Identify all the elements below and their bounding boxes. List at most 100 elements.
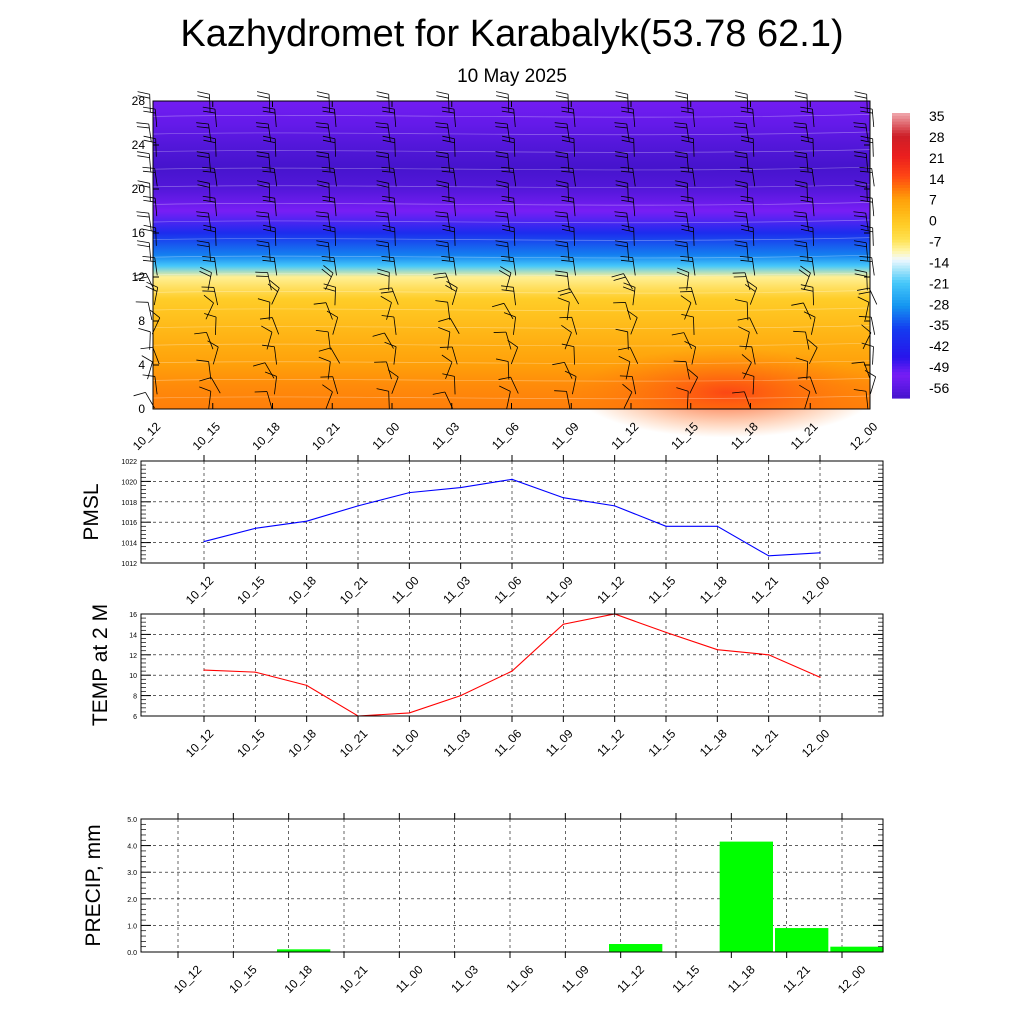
x-tick-label: 10_21 bbox=[337, 962, 371, 996]
wind-barb bbox=[675, 180, 689, 202]
colorbar-swatch bbox=[892, 366, 910, 370]
wind-barb bbox=[615, 328, 629, 350]
colorbar-swatch bbox=[892, 377, 910, 382]
wind-barb bbox=[501, 106, 516, 128]
wind-barb bbox=[675, 91, 689, 113]
contour-line bbox=[152, 360, 871, 364]
wind-barb bbox=[854, 180, 868, 202]
wind-barb bbox=[803, 311, 816, 335]
x-tick-label: 10_21 bbox=[309, 419, 343, 453]
wind-barb bbox=[618, 355, 631, 380]
colorbar-swatch bbox=[892, 179, 910, 183]
wind-barb bbox=[496, 358, 510, 380]
wind-barb bbox=[498, 266, 512, 291]
colorbar-swatch bbox=[892, 130, 910, 134]
x-tick-label: 11_12 bbox=[614, 962, 647, 995]
data-point bbox=[768, 654, 770, 656]
wind-barb bbox=[375, 240, 391, 261]
x-tick-label: 11_06 bbox=[503, 962, 536, 995]
wind-barb bbox=[494, 211, 511, 231]
contour-line bbox=[152, 254, 871, 259]
data-point bbox=[203, 540, 205, 543]
y-tick-label: 1014 bbox=[121, 541, 137, 548]
x-tick-label: 11_18 bbox=[697, 726, 730, 759]
wind-barb bbox=[797, 376, 817, 394]
x-tick-label: 10_21 bbox=[337, 726, 371, 760]
y-tick-label: 1.0 bbox=[127, 923, 137, 930]
x-tick-label: 11_06 bbox=[491, 726, 524, 759]
wind-barb bbox=[614, 240, 630, 261]
data-point bbox=[511, 478, 513, 480]
wind-barb bbox=[615, 91, 629, 113]
colorbar-swatch bbox=[892, 294, 910, 298]
wind-barb bbox=[793, 330, 810, 350]
wind-barb bbox=[316, 180, 330, 202]
wind-barb bbox=[316, 240, 331, 261]
colorbar-swatch bbox=[892, 380, 910, 385]
y-axis-title: PRECIP, mm bbox=[82, 824, 105, 946]
wind-barb bbox=[499, 385, 511, 410]
data-point bbox=[665, 525, 667, 527]
x-tick-label: 11_15 bbox=[669, 962, 702, 995]
wind-barb bbox=[320, 376, 339, 395]
wind-barb bbox=[680, 255, 696, 276]
colorbar-swatch bbox=[892, 248, 910, 252]
wind-barb bbox=[560, 166, 576, 187]
colorbar-swatch bbox=[892, 210, 910, 215]
wind-barb bbox=[252, 362, 275, 379]
wind-barb bbox=[256, 151, 271, 172]
data-point bbox=[819, 676, 821, 678]
wind-barb bbox=[322, 106, 337, 128]
wind-barb bbox=[261, 325, 273, 350]
colorbar-swatch bbox=[892, 320, 910, 324]
wind-barb bbox=[315, 329, 331, 350]
data-point bbox=[306, 520, 308, 522]
y-axis-title: TEMP at 2 M bbox=[89, 604, 112, 726]
colorbar-swatch bbox=[892, 205, 910, 209]
colorbar-swatch bbox=[892, 251, 910, 255]
wind-barb bbox=[493, 331, 512, 350]
wind-barb bbox=[201, 286, 219, 306]
wind-barb bbox=[441, 354, 453, 380]
wind-barb bbox=[262, 195, 277, 217]
wind-barb bbox=[739, 255, 756, 276]
wind-barb bbox=[375, 211, 391, 231]
contour-line bbox=[152, 202, 871, 206]
wind-barb bbox=[435, 300, 451, 321]
wind-barb bbox=[680, 195, 695, 217]
chart-title: Kazhydromet for Karabalyk(53.78 62.1) bbox=[180, 13, 844, 55]
wind-barb bbox=[435, 240, 450, 261]
wind-barb bbox=[435, 151, 450, 172]
colorbar-swatch bbox=[892, 349, 910, 353]
data-point bbox=[562, 497, 564, 499]
colorbar-label: -49 bbox=[929, 359, 949, 375]
precip-bar bbox=[277, 949, 331, 952]
wind-barb bbox=[555, 151, 570, 172]
wind-barb bbox=[441, 195, 456, 217]
data-point bbox=[665, 631, 667, 633]
wind-barb bbox=[202, 195, 217, 217]
wind-barb bbox=[734, 151, 749, 172]
wind-barb bbox=[854, 269, 868, 291]
data-point bbox=[254, 527, 256, 529]
x-tick-label: 10_18 bbox=[286, 726, 320, 760]
wind-barb bbox=[800, 106, 815, 128]
wind-barb bbox=[681, 313, 695, 335]
colorbar-swatch bbox=[892, 193, 910, 198]
colorbar-swatch bbox=[892, 305, 910, 310]
wind-barb bbox=[322, 224, 336, 246]
wind-barb bbox=[261, 255, 278, 276]
wind-barb bbox=[321, 265, 334, 290]
colorbar-swatch bbox=[892, 331, 910, 336]
wind-barb bbox=[194, 332, 214, 350]
wind-barb bbox=[554, 390, 571, 410]
wind-barb bbox=[436, 91, 450, 113]
wind-barb bbox=[140, 346, 160, 365]
wind-barb bbox=[676, 387, 689, 410]
wind-barb bbox=[384, 341, 397, 365]
panel-frame bbox=[140, 818, 884, 953]
wind-barb bbox=[559, 316, 578, 335]
wind-barb bbox=[807, 339, 818, 364]
data-point bbox=[819, 552, 821, 554]
x-tick-label: 10_18 bbox=[282, 962, 316, 996]
